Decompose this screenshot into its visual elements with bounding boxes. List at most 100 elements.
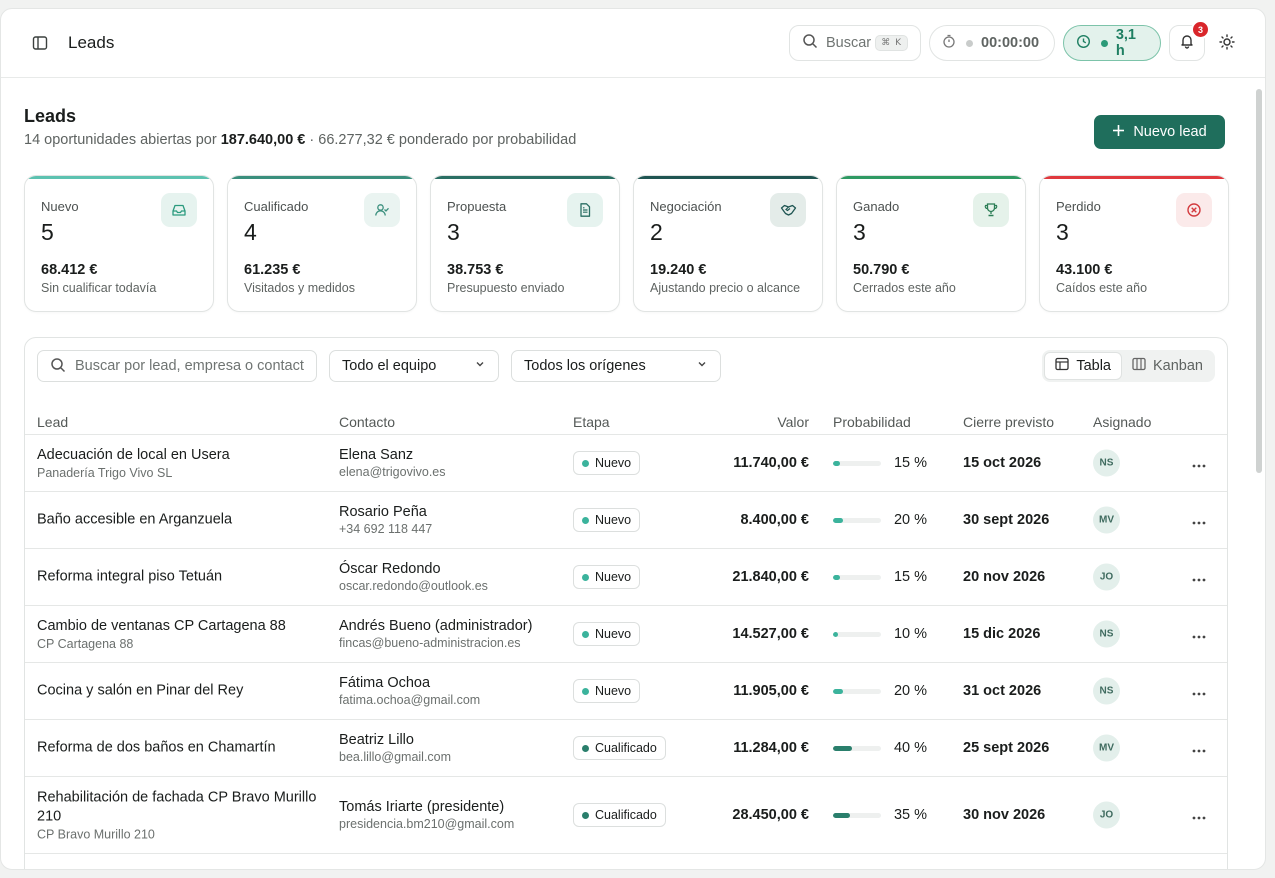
more-actions-button[interactable] xyxy=(1189,738,1209,758)
col-probability[interactable]: Probabilidad xyxy=(833,414,911,430)
search-label: Buscar xyxy=(826,35,872,51)
new-lead-button[interactable]: Nuevo lead xyxy=(1094,115,1225,149)
table-body: Adecuación de local en Usera Panadería T… xyxy=(25,435,1227,854)
search-icon xyxy=(50,357,66,376)
global-search-button[interactable]: Buscar ⌘ K xyxy=(789,25,921,61)
card-count: 3 xyxy=(1056,219,1069,245)
table-header: Lead Contacto Etapa Valor Probabilidad C… xyxy=(25,395,1227,435)
col-stage[interactable]: Etapa xyxy=(573,414,610,430)
lead-value: 11.284,00 € xyxy=(733,740,809,756)
table-row[interactable]: Reforma de dos baños en Chamartín Beatri… xyxy=(25,720,1227,777)
card-perdido[interactable]: Perdido 3 43.100 € Caídos este año xyxy=(1039,175,1229,312)
ellipsis-icon xyxy=(1192,740,1206,756)
top-bar: Leads Buscar ⌘ K 00:00:00 xyxy=(1,9,1265,78)
search-icon xyxy=(802,33,818,53)
card-description: Ajustando precio o alcance xyxy=(650,281,801,295)
card-label: Perdido xyxy=(1056,199,1101,214)
chevron-down-icon xyxy=(696,358,708,374)
table-row[interactable]: Reforma integral piso Tetuán Óscar Redon… xyxy=(25,549,1227,606)
col-contact[interactable]: Contacto xyxy=(339,414,396,430)
contact-cell: Andrés Bueno (administrador) fincas@buen… xyxy=(339,618,532,650)
stage-cell: Nuevo xyxy=(573,622,641,646)
avatar[interactable]: NS xyxy=(1093,449,1120,477)
card-description: Caídos este año xyxy=(1056,281,1148,295)
close-date: 20 nov 2026 xyxy=(963,569,1046,585)
x-circle-icon xyxy=(1176,193,1212,227)
contact-name: Rosario Peña xyxy=(339,504,427,520)
leads-table-panel: Todo el equipo Todos los orígenes Tabla xyxy=(24,337,1228,869)
user-check-icon xyxy=(364,193,400,227)
team-select-value: Todo el equipo xyxy=(342,358,437,374)
team-select[interactable]: Todo el equipo xyxy=(329,350,499,382)
avatar[interactable]: NS xyxy=(1093,677,1120,705)
table-row[interactable]: Cambio de ventanas CP Cartagena 88 CP Ca… xyxy=(25,606,1227,663)
avatar[interactable]: NS xyxy=(1093,620,1120,648)
lead-name[interactable]: Adecuación de local en Usera xyxy=(37,447,230,463)
lead-name[interactable]: Cocina y salón en Pinar del Rey xyxy=(37,682,244,699)
col-close-date[interactable]: Cierre previsto xyxy=(963,414,1055,430)
card-amount: 68.412 € xyxy=(41,262,98,278)
avatar[interactable]: MV xyxy=(1093,506,1120,534)
more-actions-button[interactable] xyxy=(1189,453,1209,473)
stage-cell: Cualificado xyxy=(573,736,666,760)
col-assigned[interactable]: Asignado xyxy=(1093,414,1152,430)
ellipsis-icon xyxy=(1192,512,1206,528)
probability-bar-fill xyxy=(833,460,841,466)
lead-cell: Rehabilitación de fachada CP Bravo Muril… xyxy=(37,789,317,842)
lead-name[interactable]: Baño accesible en Arganzuela xyxy=(37,511,233,528)
view-table-label: Tabla xyxy=(1076,358,1111,374)
trophy-icon xyxy=(973,193,1009,227)
avatar[interactable]: MV xyxy=(1093,734,1120,762)
probability-bar-fill xyxy=(833,517,843,523)
more-actions-button[interactable] xyxy=(1189,567,1209,587)
more-actions-button[interactable] xyxy=(1189,805,1209,825)
theme-toggle-button[interactable] xyxy=(1213,25,1241,61)
lead-name[interactable]: Reforma integral piso Tetuán xyxy=(37,568,223,585)
file-text-icon xyxy=(567,193,603,227)
stopwatch-icon xyxy=(942,34,956,52)
lead-search-input[interactable] xyxy=(75,358,304,374)
hours-button[interactable]: 3,1 h xyxy=(1063,25,1161,61)
card-propuesta[interactable]: Propuesta 3 38.753 € Presupuesto enviado xyxy=(430,175,620,312)
scrollbar[interactable] xyxy=(1256,89,1262,473)
sidebar-toggle-icon[interactable] xyxy=(31,34,49,52)
timer-button[interactable]: 00:00:00 xyxy=(929,25,1055,61)
origin-select[interactable]: Todos los orígenes xyxy=(511,350,721,382)
more-actions-button[interactable] xyxy=(1189,624,1209,644)
contact-detail: fatima.ochoa@gmail.com xyxy=(339,693,481,707)
card-label: Negociación xyxy=(650,199,722,214)
card-negociacion[interactable]: Negociación 2 19.240 € Ajustando precio … xyxy=(633,175,823,312)
table-row[interactable]: Rehabilitación de fachada CP Bravo Muril… xyxy=(25,777,1227,854)
lead-name[interactable]: Cambio de ventanas CP Cartagena 88 xyxy=(37,618,286,634)
view-table-button[interactable]: Tabla xyxy=(1044,352,1122,380)
lead-name[interactable]: Rehabilitación de fachada CP Bravo Muril… xyxy=(37,789,317,825)
avatar[interactable]: JO xyxy=(1093,801,1120,829)
probability-value: 15 % xyxy=(893,455,927,471)
card-nuevo[interactable]: Nuevo 5 68.412 € Sin cualificar todavía xyxy=(24,175,214,312)
notifications-button[interactable]: 3 xyxy=(1169,20,1210,61)
more-actions-button[interactable] xyxy=(1189,681,1209,701)
contact-name: Óscar Redondo xyxy=(339,561,441,577)
lead-search-field[interactable] xyxy=(37,350,317,382)
probability-bar xyxy=(833,745,881,751)
avatar[interactable]: JO xyxy=(1093,563,1120,591)
table-row[interactable]: Adecuación de local en Usera Panadería T… xyxy=(25,435,1227,492)
card-ganado[interactable]: Ganado 3 50.790 € Cerrados este año xyxy=(836,175,1026,312)
lead-company: CP Cartagena 88 xyxy=(37,637,134,651)
app-window: Leads Buscar ⌘ K 00:00:00 xyxy=(0,8,1266,870)
col-value[interactable]: Valor xyxy=(777,414,809,430)
table-row[interactable]: Baño accesible en Arganzuela Rosario Peñ… xyxy=(25,492,1227,549)
card-label: Propuesta xyxy=(447,199,507,214)
lead-name[interactable]: Reforma de dos baños en Chamartín xyxy=(37,739,276,756)
table-row[interactable]: Cocina y salón en Pinar del Rey Fátima O… xyxy=(25,663,1227,720)
probability-cell: 35 % xyxy=(833,807,927,823)
contact-detail: oscar.redondo@outlook.es xyxy=(339,579,488,593)
stage-dot xyxy=(582,630,589,638)
card-count: 3 xyxy=(447,219,460,245)
more-actions-button[interactable] xyxy=(1189,510,1209,530)
col-lead[interactable]: Lead xyxy=(37,414,69,430)
probability-bar xyxy=(833,812,881,818)
view-kanban-button[interactable]: Kanban xyxy=(1122,352,1213,380)
card-amount: 19.240 € xyxy=(650,262,707,278)
card-cualificado[interactable]: Cualificado 4 61.235 € Visitados y medid… xyxy=(227,175,417,312)
